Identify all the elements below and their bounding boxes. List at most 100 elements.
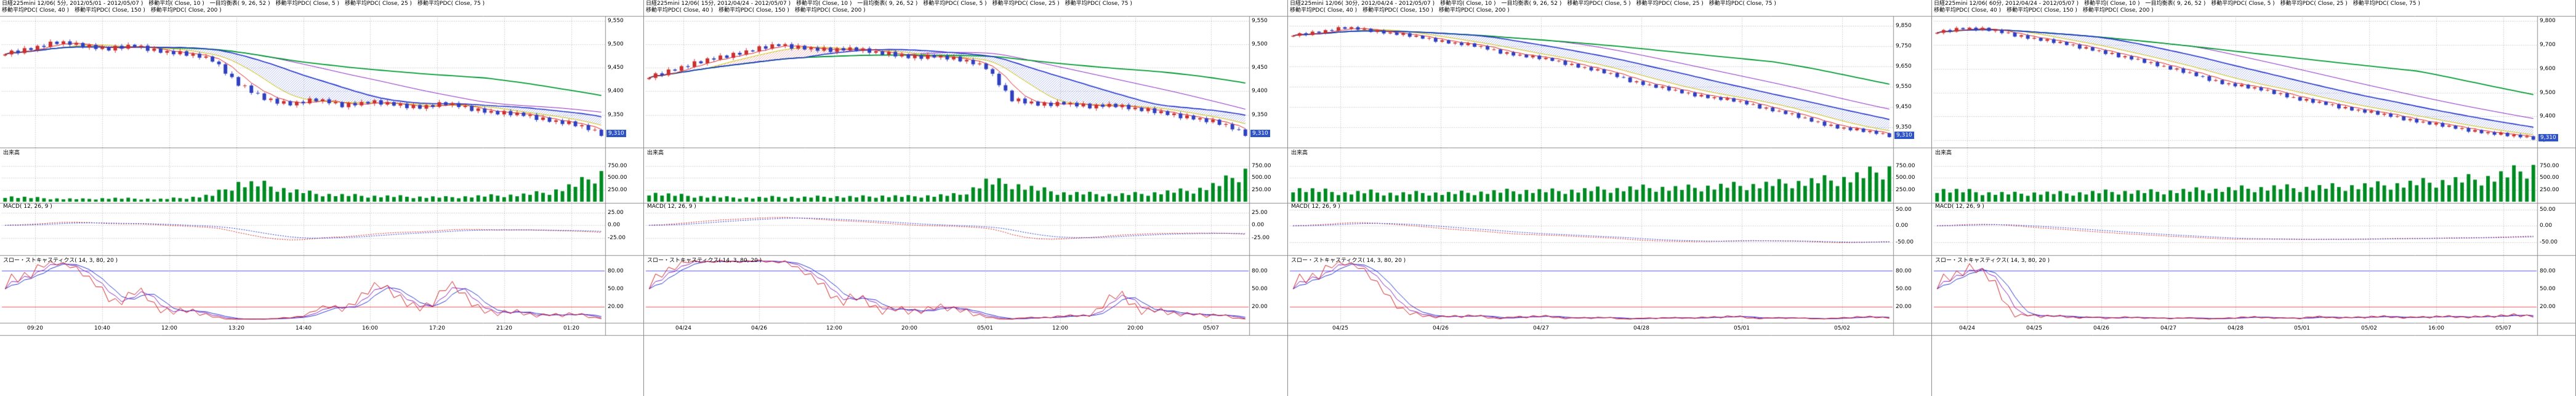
panel-header-line1: 日経225mini 12/06( 15分, 2012/04/24 - 2012/…: [646, 1, 1132, 7]
panel-header-line2: 移動平均PDC( Close, 40 ) 移動平均PDC( Close, 150…: [1290, 7, 1510, 14]
macd-axis-label: -50.00: [1896, 239, 1914, 245]
chart-canvas[interactable]: [1932, 0, 2575, 396]
price-axis-label: 9,850: [1896, 23, 1912, 29]
stoch-axis-label: 50.00: [2540, 286, 2556, 292]
time-axis-label: 05/02: [1834, 325, 1850, 331]
volume-axis-label: 250.00: [608, 187, 627, 193]
time-axis-label: 14:40: [296, 325, 312, 331]
stoch-axis-label: 50.00: [1896, 286, 1912, 292]
panel-header-line2: 移動平均PDC( Close, 40 ) 移動平均PDC( Close, 150…: [646, 7, 866, 14]
time-axis-label: 04/27: [1533, 325, 1549, 331]
price-axis-label: 9,350: [1896, 124, 1912, 130]
time-axis-label: 04/27: [2160, 325, 2176, 331]
stoch-axis-label: 20.00: [1252, 304, 1268, 310]
stoch-section-label: スロー・ストキャスティクス( 14, 3, 80, 20 ): [1935, 258, 2050, 264]
panel-header-line1: 日経225mini 12/06( 60分, 2012/04/24 - 2012/…: [1934, 1, 2420, 7]
time-axis-label: 04/28: [2228, 325, 2244, 331]
time-axis-label: 20:00: [1127, 325, 1143, 331]
price-axis-label: 9,550: [1896, 84, 1912, 90]
stoch-axis-label: 20.00: [608, 304, 624, 310]
price-axis-label: 9,550: [1252, 18, 1268, 24]
macd-axis-label: -50.00: [2540, 239, 2558, 245]
volume-axis-label: 750.00: [2540, 163, 2559, 169]
time-axis-label: 12:00: [161, 325, 177, 331]
time-axis-label: 05/01: [1734, 325, 1750, 331]
volume-section-label: 出来高: [647, 150, 664, 156]
time-axis-label: 05/02: [2361, 325, 2377, 331]
price-axis-label: 9,400: [2540, 113, 2556, 119]
price-axis-label: 9,450: [608, 65, 624, 71]
chart-canvas[interactable]: [644, 0, 1287, 396]
price-axis-label: 9,650: [1896, 63, 1912, 69]
time-axis-label: 04/24: [675, 325, 691, 331]
price-axis-label: 9,400: [1252, 88, 1268, 94]
stoch-axis-label: 80.00: [2540, 268, 2556, 274]
time-axis-label: 16:00: [2428, 325, 2444, 331]
chart-canvas[interactable]: [1288, 0, 1931, 396]
price-axis-label: 9,800: [2540, 18, 2556, 24]
time-axis-label: 09:20: [27, 325, 43, 331]
price-axis-label: 9,350: [608, 112, 624, 118]
time-axis-label: 04/24: [1959, 325, 1975, 331]
volume-axis-label: 500.00: [608, 175, 627, 181]
time-axis-label: 05/07: [1203, 325, 1219, 331]
volume-axis-label: 500.00: [1252, 175, 1271, 181]
panel-header-line2: 移動平均PDC( Close, 40 ) 移動平均PDC( Close, 150…: [2, 7, 222, 14]
time-axis-label: 17:20: [429, 325, 445, 331]
volume-axis-label: 250.00: [1252, 187, 1271, 193]
macd-axis-label: 0.00: [608, 222, 621, 228]
volume-axis-label: 750.00: [1252, 163, 1271, 169]
stoch-section-label: スロー・ストキャスティクス( 14, 3, 80, 20 ): [647, 258, 762, 264]
time-axis-label: 20:00: [901, 325, 917, 331]
macd-axis-label: 0.00: [1252, 222, 1265, 228]
price-axis-label: 9,500: [2540, 90, 2556, 96]
macd-axis-label: 0.00: [2540, 223, 2553, 229]
price-axis-label: 9,600: [2540, 66, 2556, 72]
last-price-badge: 9,310: [606, 130, 626, 137]
volume-section-label: 出来高: [1935, 150, 1952, 156]
chart-canvas[interactable]: [0, 0, 643, 396]
price-axis-label: 9,750: [1896, 43, 1912, 49]
chart-panel-15min: 日経225mini 12/06( 15分, 2012/04/24 - 2012/…: [644, 0, 1288, 396]
macd-axis-label: 25.00: [608, 210, 624, 216]
price-axis-label: 9,700: [2540, 42, 2556, 48]
stoch-axis-label: 20.00: [1896, 304, 1912, 310]
volume-section-label: 出来高: [1291, 150, 1308, 156]
chart-panel-60min: 日経225mini 12/06( 60分, 2012/04/24 - 2012/…: [1932, 0, 2576, 396]
time-axis-label: 05/07: [2495, 325, 2511, 331]
volume-axis-label: 250.00: [1896, 187, 1915, 193]
time-axis-label: 05/01: [977, 325, 993, 331]
macd-axis-label: 0.00: [1896, 223, 1909, 229]
time-axis-label: 04/25: [1332, 325, 1348, 331]
macd-axis-label: 25.00: [1252, 210, 1268, 216]
stoch-axis-label: 80.00: [1896, 268, 1912, 274]
price-axis-label: 9,550: [608, 18, 624, 24]
price-axis-label: 9,400: [608, 88, 624, 94]
panel-header-line1: 日経225mini 12/06( 5分, 2012/05/01 - 2012/0…: [2, 1, 485, 7]
panel-header-line2: 移動平均PDC( Close, 40 ) 移動平均PDC( Close, 150…: [1934, 7, 2154, 14]
macd-section-label: MACD( 12, 26, 9 ): [1935, 204, 1984, 210]
last-price-badge: 9,310: [2538, 134, 2558, 141]
price-axis-label: 9,350: [1252, 112, 1268, 118]
stoch-section-label: スロー・ストキャスティクス( 14, 3, 80, 20 ): [3, 258, 118, 264]
last-price-badge: 9,310: [1250, 130, 1270, 137]
macd-section-label: MACD( 12, 26, 9 ): [3, 204, 52, 210]
macd-axis-label: -25.00: [608, 235, 626, 241]
time-axis-label: 04/25: [2026, 325, 2042, 331]
time-axis-label: 04/26: [2093, 325, 2109, 331]
volume-axis-label: 500.00: [2540, 175, 2559, 181]
price-axis-label: 9,450: [1896, 104, 1912, 110]
macd-axis-label: 50.00: [1896, 207, 1912, 213]
time-axis-label: 01:20: [563, 325, 579, 331]
price-axis-label: 9,450: [1252, 65, 1268, 71]
time-axis-label: 10:40: [94, 325, 110, 331]
panel-header-line1: 日経225mini 12/06( 30分, 2012/04/24 - 2012/…: [1290, 1, 1776, 7]
stoch-axis-label: 80.00: [608, 268, 624, 274]
chart-panel-30min: 日経225mini 12/06( 30分, 2012/04/24 - 2012/…: [1288, 0, 1932, 396]
time-axis-label: 04/28: [1633, 325, 1649, 331]
price-axis-label: 9,500: [608, 41, 624, 47]
stoch-axis-label: 80.00: [1252, 268, 1268, 274]
volume-section-label: 出来高: [3, 150, 20, 156]
volume-axis-label: 750.00: [1896, 163, 1915, 169]
price-axis-label: 9,500: [1252, 41, 1268, 47]
